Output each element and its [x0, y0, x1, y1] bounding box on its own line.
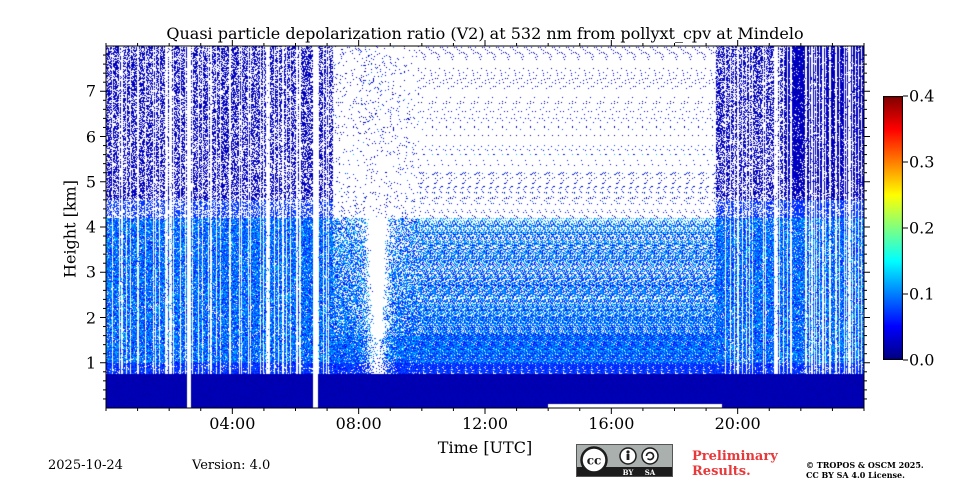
y-tick-label: 7	[85, 81, 96, 101]
x-tick-label: 12:00	[461, 414, 509, 433]
cc-badge-art: cc BY SA	[577, 446, 672, 477]
x-tick-label: 04:00	[209, 414, 256, 433]
y-tick-label: 5	[85, 172, 96, 192]
x-axis-label: Time [UTC]	[437, 438, 533, 457]
y-tick-label: 2	[85, 308, 96, 327]
y-tick-label: 4	[85, 217, 96, 237]
heatmap-canvas	[106, 46, 864, 408]
sa-text: SA	[645, 468, 656, 476]
copyright-note: © TROPOS & OSCM 2025. CC BY SA 4.0 Licen…	[806, 460, 924, 480]
by-text: BY	[623, 468, 635, 476]
y-tick-label: 3	[85, 262, 96, 282]
colorbar	[883, 96, 903, 360]
preliminary-line-1: Preliminary	[692, 449, 778, 464]
copyright-line-2: CC BY SA 4.0 License.	[806, 470, 905, 480]
colorbar-ticks	[903, 95, 908, 361]
cc-license-badge[interactable]: cc BY SA	[576, 444, 673, 477]
footer-date: 2025-10-24	[48, 458, 123, 473]
sa-share-icon	[641, 447, 659, 465]
colorbar-tick-label: 0.0	[909, 350, 935, 370]
chart-title: Quasi particle depolarization ratio (V2)…	[166, 24, 804, 43]
y-tick-label: 6	[85, 127, 96, 146]
colorbar-tick-label: 0.2	[909, 218, 935, 238]
y-axis-label: Height [km]	[60, 180, 80, 278]
colorbar-tick-label: 0.4	[909, 86, 935, 106]
x-tick-label: 20:00	[714, 414, 761, 433]
footer-version: Version: 4.0	[192, 458, 271, 473]
cc-icon	[580, 446, 608, 474]
x-tick-label: 08:00	[335, 414, 382, 433]
colorbar-tick-label: 0.1	[909, 284, 935, 304]
x-tick-label: 16:00	[588, 414, 635, 433]
preliminary-line-2: Results.	[692, 464, 751, 479]
copyright-line-1: © TROPOS & OSCM 2025.	[806, 460, 924, 470]
cc-text: cc	[587, 454, 602, 468]
preliminary-results-note: Preliminary Results.	[692, 449, 778, 479]
colorbar-tick-label: 0.3	[909, 152, 935, 172]
y-tick-label: 1	[85, 353, 96, 373]
